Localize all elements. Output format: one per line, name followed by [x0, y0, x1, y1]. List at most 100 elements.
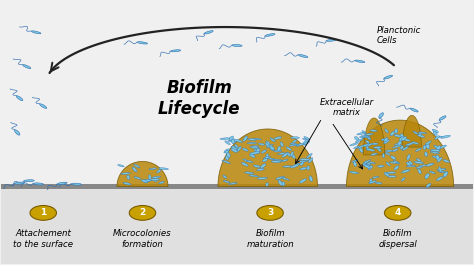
Polygon shape — [346, 120, 454, 187]
Ellipse shape — [296, 143, 304, 146]
Ellipse shape — [385, 152, 390, 155]
Polygon shape — [218, 129, 318, 187]
Ellipse shape — [406, 162, 410, 166]
Ellipse shape — [401, 178, 405, 181]
Ellipse shape — [145, 179, 150, 183]
Ellipse shape — [393, 160, 400, 164]
Ellipse shape — [152, 176, 161, 178]
Ellipse shape — [302, 138, 310, 140]
Ellipse shape — [401, 136, 407, 141]
Ellipse shape — [388, 176, 396, 177]
Ellipse shape — [226, 150, 228, 154]
Ellipse shape — [157, 170, 161, 173]
Ellipse shape — [227, 153, 230, 158]
Ellipse shape — [439, 116, 446, 120]
Ellipse shape — [31, 31, 41, 34]
Ellipse shape — [229, 136, 234, 140]
Ellipse shape — [234, 139, 243, 143]
Ellipse shape — [384, 138, 388, 142]
Ellipse shape — [416, 166, 422, 169]
Ellipse shape — [283, 166, 292, 167]
Ellipse shape — [33, 183, 44, 185]
Ellipse shape — [132, 167, 137, 172]
Ellipse shape — [385, 150, 392, 152]
Ellipse shape — [394, 129, 398, 133]
Ellipse shape — [398, 141, 401, 145]
Ellipse shape — [429, 171, 435, 174]
Ellipse shape — [355, 60, 365, 63]
Ellipse shape — [294, 163, 300, 166]
Ellipse shape — [349, 171, 359, 174]
Ellipse shape — [228, 140, 237, 142]
Ellipse shape — [418, 135, 425, 138]
Ellipse shape — [253, 165, 260, 167]
Ellipse shape — [245, 172, 254, 174]
Ellipse shape — [383, 140, 389, 144]
Ellipse shape — [274, 150, 282, 152]
Ellipse shape — [123, 182, 131, 185]
Ellipse shape — [419, 165, 426, 167]
Ellipse shape — [370, 179, 372, 183]
Ellipse shape — [390, 131, 395, 136]
Ellipse shape — [231, 146, 238, 150]
Ellipse shape — [137, 42, 147, 44]
Ellipse shape — [250, 152, 260, 154]
Ellipse shape — [443, 160, 449, 162]
Text: Microcolonies
formation: Microcolonies formation — [113, 229, 172, 249]
Text: 2: 2 — [139, 208, 146, 217]
Ellipse shape — [402, 146, 409, 151]
Ellipse shape — [355, 139, 363, 142]
Text: 3: 3 — [267, 208, 273, 217]
Ellipse shape — [237, 146, 241, 152]
Ellipse shape — [389, 162, 399, 164]
Ellipse shape — [231, 149, 237, 152]
Ellipse shape — [223, 180, 230, 183]
Ellipse shape — [357, 132, 366, 135]
Ellipse shape — [437, 176, 443, 181]
Ellipse shape — [270, 138, 275, 142]
Ellipse shape — [364, 164, 371, 167]
Ellipse shape — [289, 144, 297, 146]
Ellipse shape — [297, 161, 307, 162]
Ellipse shape — [266, 154, 269, 157]
Ellipse shape — [410, 108, 418, 112]
Ellipse shape — [435, 136, 439, 139]
Ellipse shape — [364, 164, 370, 169]
Ellipse shape — [391, 156, 396, 160]
Ellipse shape — [232, 138, 234, 144]
Ellipse shape — [268, 158, 276, 160]
Ellipse shape — [365, 140, 370, 144]
Ellipse shape — [171, 50, 181, 52]
Ellipse shape — [261, 150, 266, 153]
Ellipse shape — [350, 143, 358, 146]
Ellipse shape — [142, 179, 152, 182]
Ellipse shape — [223, 175, 227, 178]
Ellipse shape — [369, 181, 376, 184]
Ellipse shape — [258, 143, 264, 145]
Ellipse shape — [441, 135, 450, 138]
Ellipse shape — [431, 149, 440, 152]
Ellipse shape — [411, 142, 419, 144]
Ellipse shape — [366, 136, 371, 140]
Ellipse shape — [438, 171, 447, 173]
Ellipse shape — [366, 162, 372, 165]
Ellipse shape — [57, 182, 67, 184]
Ellipse shape — [246, 160, 253, 163]
Ellipse shape — [254, 149, 258, 153]
Ellipse shape — [400, 134, 404, 139]
Ellipse shape — [300, 167, 307, 170]
Ellipse shape — [375, 182, 382, 184]
Ellipse shape — [71, 183, 82, 185]
Ellipse shape — [149, 168, 156, 170]
Ellipse shape — [355, 136, 359, 140]
Ellipse shape — [392, 149, 398, 152]
Ellipse shape — [278, 180, 282, 185]
Circle shape — [257, 206, 283, 220]
Ellipse shape — [414, 161, 424, 164]
Ellipse shape — [290, 143, 300, 146]
Ellipse shape — [403, 139, 410, 141]
Ellipse shape — [270, 147, 274, 151]
Ellipse shape — [299, 55, 308, 58]
Ellipse shape — [304, 136, 310, 140]
Text: Biofilm
dispersal: Biofilm dispersal — [378, 229, 417, 249]
